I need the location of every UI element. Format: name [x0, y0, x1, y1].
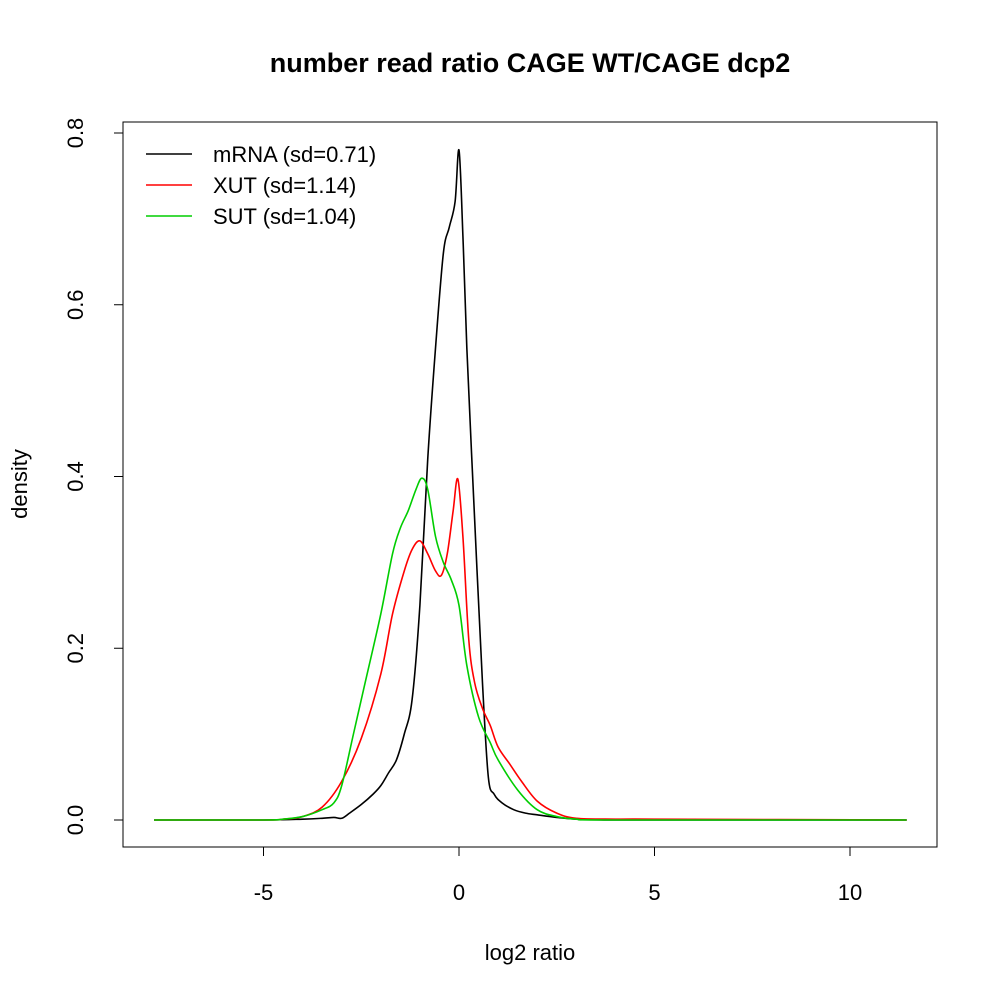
- x-axis: -5 0 5 10: [254, 846, 862, 905]
- legend-label: XUT (sd=1.14): [213, 173, 356, 198]
- y-axis: 0.0 0.2 0.4 0.6 0.8: [63, 118, 124, 836]
- y-tick-label: 0.4: [63, 461, 88, 492]
- x-tick-label: 10: [838, 880, 862, 905]
- y-tick-label: 0.0: [63, 805, 88, 836]
- y-tick-label: 0.8: [63, 118, 88, 149]
- legend-label: mRNA (sd=0.71): [213, 142, 376, 167]
- y-tick-label: 0.6: [63, 289, 88, 320]
- series-lines: [154, 149, 907, 821]
- series-line-1: [154, 477, 907, 821]
- x-tick-label: 5: [648, 880, 660, 905]
- x-axis-label: log2 ratio: [485, 940, 576, 965]
- y-tick-label: 0.2: [63, 633, 88, 664]
- legend-label: SUT (sd=1.04): [213, 204, 356, 229]
- x-tick-label: -5: [254, 880, 274, 905]
- x-tick-label: 0: [453, 880, 465, 905]
- series-line-2: [154, 477, 907, 821]
- chart-title: number read ratio CAGE WT/CAGE dcp2: [270, 48, 791, 78]
- legend: mRNA (sd=0.71) XUT (sd=1.14) SUT (sd=1.04): [146, 142, 376, 229]
- y-axis-label: density: [7, 449, 32, 519]
- plot-frame: [122, 121, 938, 848]
- series-line-0: [154, 149, 907, 821]
